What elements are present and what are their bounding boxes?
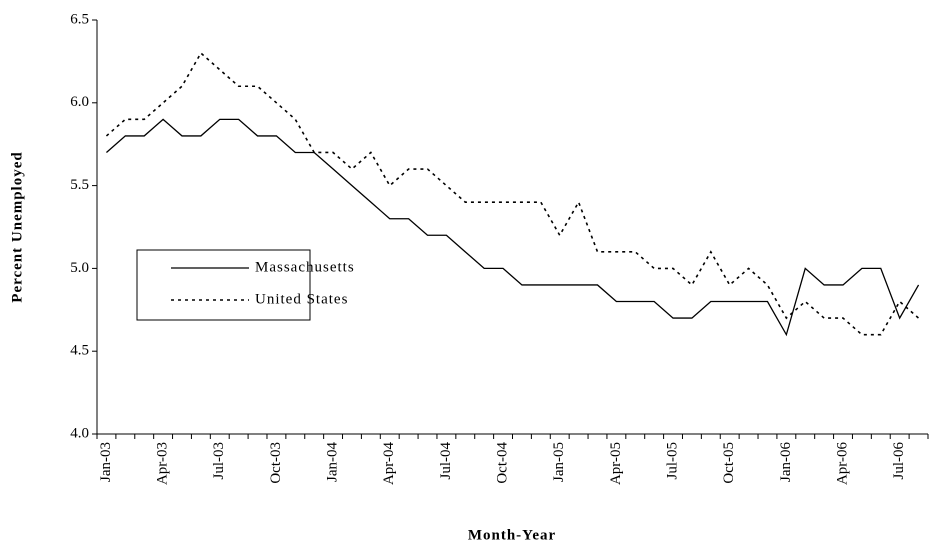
x-tick-label: Oct-03 (268, 442, 284, 484)
y-tick-label: 5.5 (70, 177, 89, 193)
x-tick-label: Jan-06 (778, 442, 794, 482)
series-line (105, 51, 920, 336)
x-tick-label: Jul-05 (664, 442, 680, 480)
x-tick-label: Oct-04 (494, 442, 510, 484)
legend-label: Massachusetts (255, 259, 355, 275)
x-tick-label: Oct-05 (721, 442, 737, 484)
x-tick-label: Jul-06 (891, 442, 907, 480)
legend-label: United States (255, 291, 348, 307)
y-tick-label: 4.5 (70, 343, 89, 359)
x-tick-label: Jan-03 (98, 442, 114, 482)
x-tick-label: Apr-05 (608, 442, 624, 485)
series-line (106, 118, 920, 337)
x-axis-title: Month-Year (468, 527, 556, 543)
y-tick-label: 6.0 (70, 94, 89, 110)
x-tick-label: Apr-03 (155, 442, 171, 485)
x-tick-label: Apr-06 (834, 442, 850, 486)
x-tick-label: Jan-04 (325, 442, 341, 482)
y-tick-label: 4.0 (70, 425, 89, 441)
y-tick-label: 6.5 (70, 11, 89, 27)
x-tick-label: Jan-05 (551, 442, 567, 482)
legend: Massachusetts United States (136, 249, 355, 321)
x-tick-label: Jul-03 (211, 442, 227, 480)
y-axis-title: Percent Unemployed (9, 151, 25, 302)
legend-box (136, 249, 311, 321)
x-tick-label: Apr-04 (381, 442, 397, 486)
x-tick-label: Jul-04 (438, 442, 454, 480)
y-tick-label: 5.0 (70, 260, 89, 276)
